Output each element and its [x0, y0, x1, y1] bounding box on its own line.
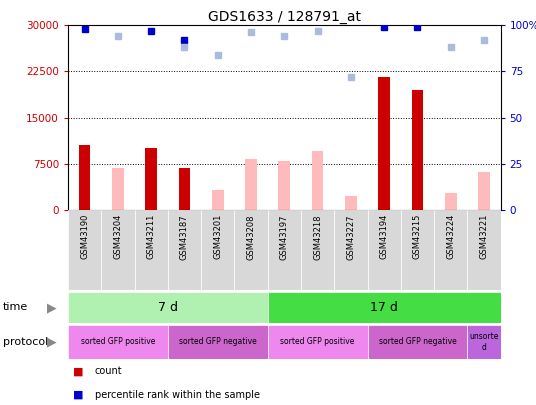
Bar: [79, 145, 91, 210]
Bar: [445, 193, 457, 210]
Bar: [267, 292, 501, 323]
Bar: [279, 161, 290, 210]
Bar: [201, 210, 234, 290]
Text: sorted GFP negative: sorted GFP negative: [179, 337, 257, 347]
Text: ▶: ▶: [47, 335, 56, 348]
Text: GSM43201: GSM43201: [213, 214, 222, 259]
Bar: [401, 210, 434, 290]
Text: GSM43194: GSM43194: [379, 214, 389, 259]
Title: GDS1633 / 128791_at: GDS1633 / 128791_at: [208, 10, 361, 24]
Text: 17 d: 17 d: [370, 301, 398, 314]
Bar: [101, 210, 135, 290]
Bar: [168, 325, 267, 359]
Bar: [245, 160, 257, 210]
Bar: [301, 210, 334, 290]
Bar: [267, 210, 301, 290]
Bar: [68, 210, 101, 290]
Bar: [68, 292, 267, 323]
Text: GSM43218: GSM43218: [313, 214, 322, 260]
Bar: [467, 210, 501, 290]
Bar: [68, 325, 168, 359]
Bar: [368, 210, 401, 290]
Text: GSM43208: GSM43208: [247, 214, 256, 260]
Text: GSM43221: GSM43221: [480, 214, 488, 259]
Text: percentile rank within the sample: percentile rank within the sample: [95, 390, 260, 400]
Text: GSM43215: GSM43215: [413, 214, 422, 259]
Text: sorted GFP positive: sorted GFP positive: [280, 337, 355, 347]
Text: GSM43227: GSM43227: [346, 214, 355, 260]
Text: GSM43204: GSM43204: [114, 214, 122, 259]
Text: GSM43197: GSM43197: [280, 214, 289, 260]
Text: time: time: [3, 303, 28, 313]
Bar: [334, 210, 368, 290]
Bar: [312, 151, 323, 210]
Text: GSM43211: GSM43211: [147, 214, 155, 259]
Text: protocol: protocol: [3, 337, 48, 347]
Text: count: count: [95, 366, 122, 376]
Bar: [345, 196, 356, 210]
Text: unsorte
d: unsorte d: [470, 332, 498, 352]
Bar: [412, 90, 423, 210]
Bar: [234, 210, 267, 290]
Bar: [168, 210, 201, 290]
Bar: [378, 77, 390, 210]
Bar: [434, 210, 467, 290]
Bar: [478, 172, 490, 210]
Bar: [135, 210, 168, 290]
Bar: [212, 190, 224, 210]
Text: GSM43224: GSM43224: [446, 214, 455, 259]
Bar: [145, 148, 157, 210]
Text: 7 d: 7 d: [158, 301, 178, 314]
Bar: [467, 325, 501, 359]
Bar: [178, 168, 190, 210]
Text: sorted GFP positive: sorted GFP positive: [81, 337, 155, 347]
Bar: [368, 325, 467, 359]
Bar: [267, 325, 368, 359]
Text: ■: ■: [73, 390, 84, 400]
Text: sorted GFP negative: sorted GFP negative: [378, 337, 456, 347]
Text: GSM43187: GSM43187: [180, 214, 189, 260]
Text: GSM43190: GSM43190: [80, 214, 89, 259]
Bar: [112, 168, 124, 210]
Text: ▶: ▶: [47, 301, 56, 314]
Text: ■: ■: [73, 366, 84, 376]
